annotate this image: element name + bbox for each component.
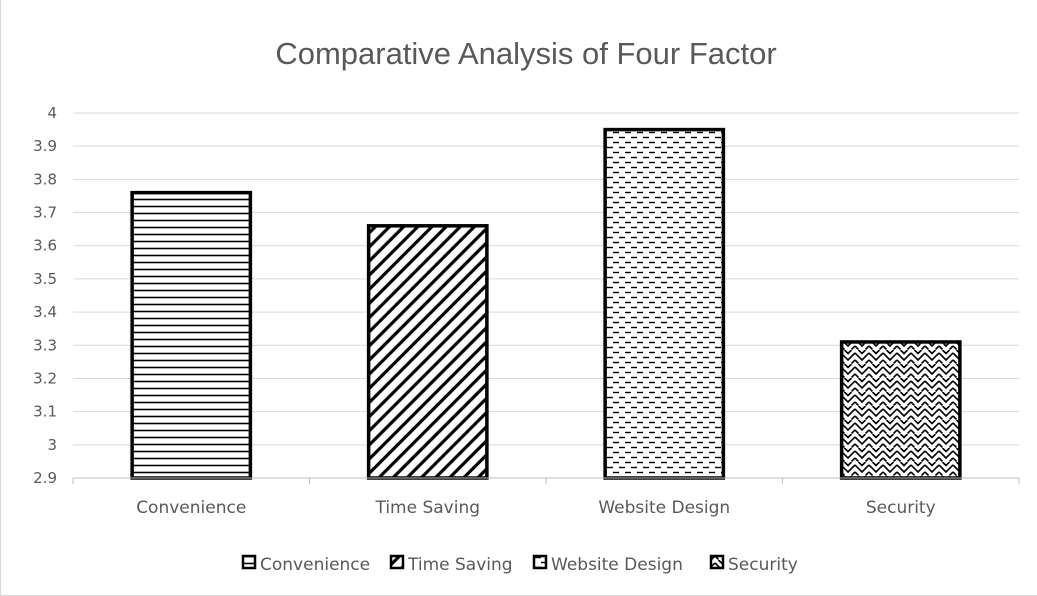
- x-category-label: Convenience: [136, 498, 246, 518]
- legend-swatch: [389, 554, 405, 570]
- y-tick-label: 4: [47, 104, 57, 122]
- bar-website-design: [603, 127, 726, 480]
- legend-label: Convenience: [260, 555, 370, 575]
- bar-convenience: [130, 190, 253, 480]
- y-axis-tick-labels: 2.9 3 3.1 3.2 3.3 3.4 3.5 3.6 3.7 3.8 3.9 4: [33, 104, 57, 487]
- y-tick-label: 3.6: [33, 237, 57, 255]
- x-axis-category-labels: Convenience Time Saving Website Design Secu…: [136, 498, 935, 518]
- legend: Convenience Time Saving Website Design Secu…: [241, 554, 798, 575]
- y-tick-label: 3.5: [33, 270, 57, 288]
- x-category-label: Security: [866, 498, 936, 518]
- legend-swatch: [709, 554, 725, 570]
- legend-swatch: [241, 554, 257, 570]
- x-category-label: Time Saving: [374, 498, 480, 518]
- legend-label: Security: [728, 555, 798, 575]
- legend-label: Time Saving: [407, 555, 513, 575]
- bars: [130, 127, 962, 480]
- y-tick-label: 2.9: [33, 469, 57, 487]
- bar-security: [839, 340, 962, 480]
- x-category-label: Website Design: [598, 498, 730, 518]
- y-tick-label: 3.9: [33, 137, 57, 155]
- y-tick-label: 3.8: [33, 170, 57, 188]
- chart-title: Comparative Analysis of Four Factor: [275, 36, 776, 71]
- legend-label: Website Design: [551, 555, 683, 575]
- x-axis: [72, 477, 1020, 484]
- y-tick-label: 3.2: [33, 369, 57, 387]
- y-tick-label: 3.7: [33, 204, 57, 222]
- bar-time-saving: [366, 224, 489, 480]
- legend-swatch: [532, 554, 548, 570]
- y-tick-label: 3.1: [33, 403, 57, 421]
- y-tick-label: 3.3: [33, 336, 57, 354]
- y-tick-label: 3: [47, 436, 57, 454]
- y-tick-label: 3.4: [33, 303, 57, 321]
